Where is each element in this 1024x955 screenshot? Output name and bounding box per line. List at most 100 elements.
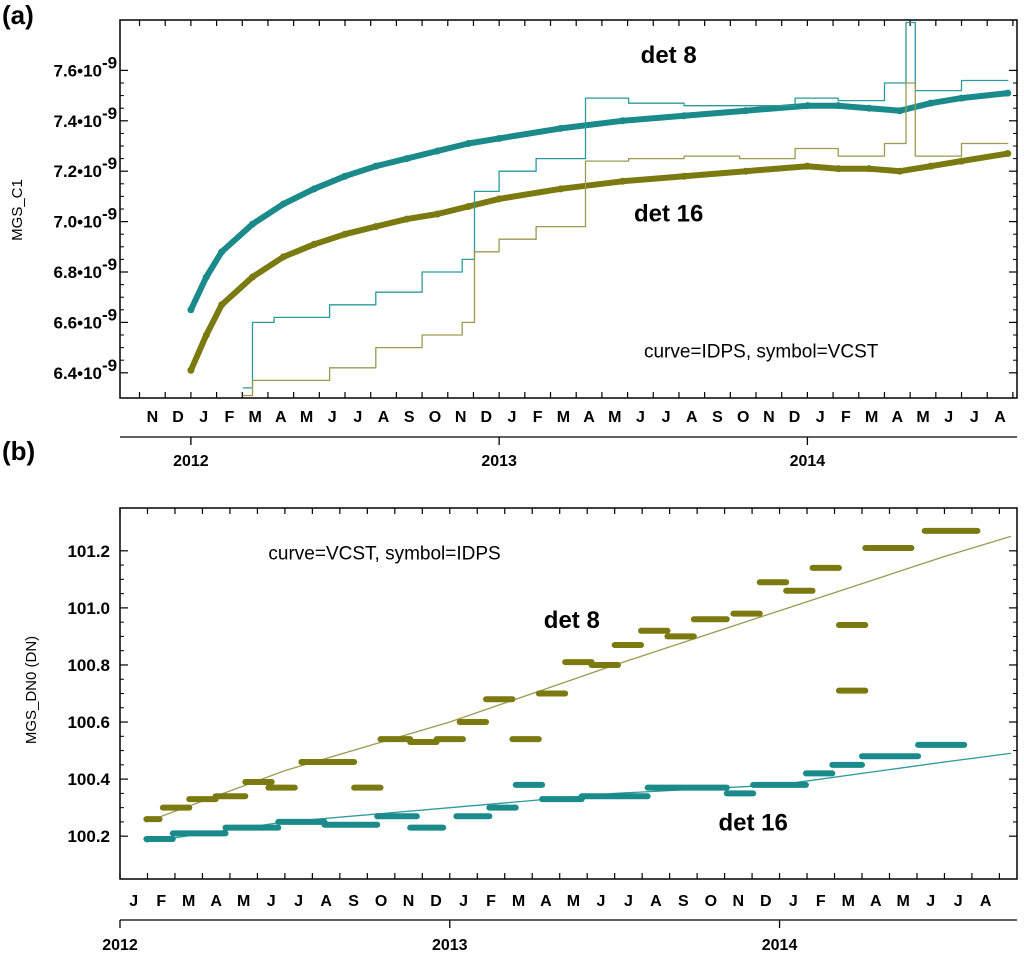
month-label: A [892,409,904,426]
series-det-8-vcst-symbol-point [865,104,873,112]
month-label: J [294,893,303,910]
month-label: J [789,893,798,910]
month-label: O [737,409,749,426]
month-label: J [624,893,633,910]
y-tick-label: 7.0•10 [54,213,103,232]
month-label: J [267,893,276,910]
plot-frame [119,507,1018,880]
series-det-16-idps-curve-line [242,82,1009,397]
month-label: D [760,893,772,910]
series-det-16-vcst-symbol-point [279,253,287,261]
month-label: F [486,893,496,910]
y-tick-exponent: -9 [102,305,117,324]
series-det-8-vcst-symbol-point [557,124,565,132]
plot-area [143,527,1012,843]
month-label: D [172,409,184,426]
y-tick-label: 101.2 [67,542,110,561]
month-label: J [662,409,671,426]
month-label: A [583,409,595,426]
month-label: S [678,893,689,910]
month-label: M [557,409,570,426]
year-label: 2013 [481,453,517,470]
y-axis-label: MGS_DN0 (DN) [23,636,40,744]
series-annotation: det 8 [641,42,697,69]
month-label: N [763,409,775,426]
y-tick-exponent: -9 [102,53,117,72]
y-tick-exponent: -9 [102,154,117,173]
month-label: J [199,409,208,426]
month-label: O [429,409,441,426]
series-det-8-vcst-symbol-point [202,273,210,281]
series-det-8-vcst-symbol-point [279,200,287,208]
series-det-16-vcst-symbol-point [372,223,380,231]
series-det-16-vcst-symbol-point [557,185,565,193]
month-label: J [508,409,517,426]
y-tick-label: 7.6•10 [54,61,103,80]
series-det-8-vcst-symbol-point [403,155,411,163]
series-det-16-vcst-symbol-point [927,162,935,170]
month-label: S [348,893,359,910]
series-det-16-vcst-symbol-point [341,230,349,238]
month-label: M [512,893,525,910]
panel-a: 6.4•10 -96.6•10 -96.8•10 -97.0•10 -97.2•10 -9… [9,19,1018,470]
month-label: J [970,409,979,426]
month-label: A [994,409,1006,426]
month-label: J [129,893,138,910]
y-axis-label: MGS_C1 [9,179,26,241]
series-det-8-vcst-symbol-point [742,107,750,115]
month-label: M [248,409,261,426]
series-det-16-vcst-symbol-point [249,273,257,281]
series-det-8-vcst-symbol-point [433,147,441,155]
series-det-16-vcst-symbol-point [958,157,966,165]
month-label: A [540,893,552,910]
series-det-8-vcst-symbol-point [341,172,349,180]
series-annotation: det 8 [544,607,600,634]
month-label: A [275,409,287,426]
month-label: J [328,409,337,426]
month-label: A [210,893,222,910]
month-label: F [156,893,166,910]
series-det-16-vcst-symbol-point [742,167,750,175]
series-det-8-vcst-symbol-point [896,107,904,115]
legend-note: curve=IDPS, symbol=VCST [644,342,879,363]
series-det-16-vcst-symbol-point [896,167,904,175]
month-label: J [926,893,935,910]
y-tick-label: 6.8•10 [54,263,103,282]
series-det-8-vcst-symbol-point [618,117,626,125]
series-det-16-vcst-symbol-point [618,177,626,185]
month-label: J [459,893,468,910]
month-label: M [300,409,313,426]
series-det-8-vcst-symbol-point [680,112,688,120]
series-det-16-vcst-symbol-point [310,240,318,248]
series-det-16-vcst-symbol-point [202,331,210,339]
month-label: M [916,409,929,426]
series-annotation: det 16 [718,809,787,836]
month-label: A [980,893,992,910]
month-label: A [650,893,662,910]
month-label: M [842,893,855,910]
series-det-8-vcst-symbol-point [803,102,811,110]
month-label: J [816,409,825,426]
year-label: 2014 [790,453,826,470]
y-tick-exponent: -9 [102,104,117,123]
series-det-8-vcst-symbol-point [834,102,842,110]
series-det-8-vcst-curve-line [145,535,1012,823]
month-label: M [567,893,580,910]
y-tick-label: 100.2 [67,827,110,846]
month-label: M [865,409,878,426]
month-label: N [455,409,467,426]
y-tick-label: 6.4•10 [54,364,103,383]
y-tick-exponent: -9 [102,255,117,274]
panel-b-label: (b) [2,436,35,466]
month-label: J [944,409,953,426]
month-label: M [182,893,195,910]
series-det-16-vcst-symbol-point [495,195,503,203]
month-label: A [378,409,390,426]
series-det-8-vcst-symbol-point [372,162,380,170]
series-det-16-vcst-symbol-point [218,301,226,309]
month-label: M [608,409,621,426]
series-det-8-vcst-symbol-point [187,306,195,314]
month-label: D [789,409,801,426]
month-label: J [636,409,645,426]
